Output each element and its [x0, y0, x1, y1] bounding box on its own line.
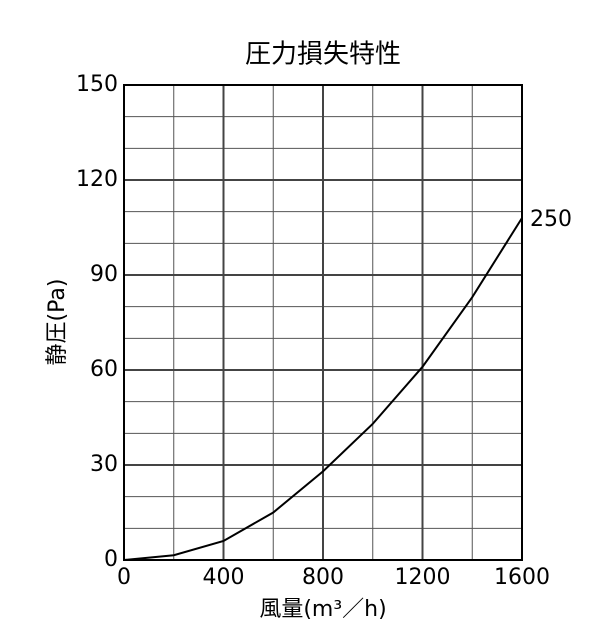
x-tick-label: 0: [117, 565, 131, 590]
x-tick-label: 400: [203, 565, 245, 590]
y-tick-label: 60: [90, 357, 118, 382]
chart-title: 圧力損失特性: [245, 40, 401, 70]
y-tick-label: 0: [104, 547, 118, 572]
x-tick-label: 1200: [395, 565, 451, 590]
y-tick-label: 30: [90, 452, 118, 477]
x-tick-label: 1600: [494, 565, 550, 590]
line-series: [123, 217, 523, 561]
y-axis-label: 静圧(Pa): [45, 279, 70, 366]
x-tick-label: 800: [302, 565, 344, 590]
y-tick-label: 120: [76, 167, 118, 192]
y-tick-label: 90: [90, 262, 118, 287]
plot-frame: [123, 84, 523, 561]
series-label: 250: [530, 207, 572, 232]
x-axis-label: 風量(m³／h): [259, 597, 386, 622]
y-tick-label: 150: [76, 72, 118, 97]
